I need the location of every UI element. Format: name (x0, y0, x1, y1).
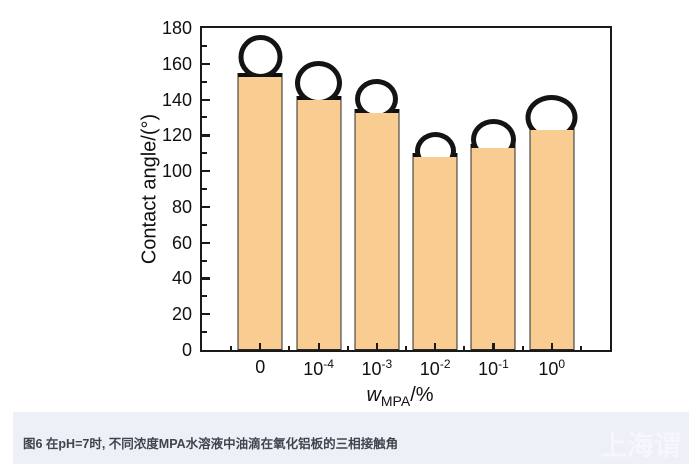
plot-area (200, 26, 612, 352)
x-tick-label: 0 (255, 357, 266, 377)
watermark-text: 上海谓 (600, 431, 681, 461)
y-minor-tick (202, 80, 207, 83)
y-tick-label: 180 (161, 18, 192, 38)
y-major-tick (202, 313, 210, 316)
y-major-tick (202, 241, 210, 244)
x-minor-tick (288, 346, 291, 350)
y-minor-tick (202, 152, 207, 155)
y-minor-tick (202, 44, 207, 47)
x-tick-label: 10-2 (419, 357, 451, 379)
y-major-tick (202, 98, 210, 101)
y-major-tick (202, 205, 210, 209)
bar-10-2 (412, 132, 458, 350)
oil-droplet-outline (355, 78, 399, 113)
y-axis-tick-labels: 0 20 40 60 80 100 120 140 160 180 (128, 0, 192, 464)
bar-100 (525, 95, 578, 350)
y-minor-tick (202, 331, 207, 334)
y-major-tick (202, 62, 210, 65)
bar-10-1 (470, 119, 516, 350)
figure-caption: 图6 在pH=7时, 不同浓度MPA水溶液中油滴在氧化铝板的三相接触角 (23, 437, 399, 451)
bar-10-3 (354, 78, 400, 350)
y-tick-label: 100 (161, 161, 192, 182)
x-tick-label: 100 (538, 357, 566, 379)
x-axis-label-subscript: MPA (380, 393, 411, 409)
y-minor-tick (202, 223, 207, 226)
y-minor-tick (202, 295, 207, 298)
x-axis-tick-labels: 0 10-4 10-3 10-2 10-1 100 (200, 357, 612, 383)
x-major-tick (375, 343, 379, 350)
oil-droplet-photo (238, 34, 283, 77)
x-tick-label: 10-3 (361, 357, 393, 379)
oil-droplet-photo (470, 119, 516, 149)
oil-droplet-outline (470, 119, 516, 149)
y-minor-tick (202, 116, 207, 119)
oil-droplet-photo (525, 95, 578, 131)
x-minor-tick (521, 346, 524, 350)
oil-droplet-outline (414, 132, 456, 158)
x-minor-tick (230, 346, 233, 350)
y-major-tick (202, 170, 210, 173)
bar-0 (237, 34, 283, 350)
x-tick-label: 10-1 (478, 357, 509, 379)
y-minor-tick (202, 259, 207, 262)
x-tick-label: 10-4 (303, 357, 334, 379)
x-axis-label-suffix: /% (410, 384, 434, 406)
bar-10-4 (295, 60, 343, 350)
y-tick-label: 160 (161, 53, 192, 74)
oil-droplet-outline (525, 95, 578, 131)
y-tick-label: 20 (171, 304, 192, 325)
oil-droplet-photo (414, 132, 456, 158)
x-axis-label: wMPA/% (366, 384, 433, 409)
x-axis-label-variable: w (366, 384, 381, 406)
x-minor-tick (405, 346, 407, 350)
x-major-tick (317, 343, 320, 350)
caption-band: 图6 在pH=7时, 不同浓度MPA水溶液中油滴在氧化铝板的三相接触角 上海谓 (13, 412, 689, 464)
y-major-tick (202, 134, 210, 137)
oil-droplet-outline (238, 34, 283, 77)
x-minor-tick (579, 346, 582, 350)
x-major-tick (434, 343, 437, 350)
oil-droplet-photo (355, 78, 399, 113)
y-tick-label: 0 (181, 340, 192, 360)
x-minor-tick (463, 346, 466, 350)
y-minor-tick (202, 188, 207, 190)
x-major-tick (550, 343, 553, 350)
y-tick-label: 80 (171, 196, 192, 217)
oil-droplet-photo (295, 60, 343, 100)
oil-droplet-outline (295, 60, 343, 100)
y-tick-label: 60 (171, 232, 192, 253)
x-major-tick (492, 343, 495, 350)
y-major-tick (202, 277, 210, 280)
y-tick-label: 140 (161, 89, 192, 110)
x-major-tick (259, 343, 262, 350)
y-tick-label: 40 (171, 268, 192, 289)
x-minor-tick (346, 346, 349, 350)
y-tick-label: 120 (161, 125, 192, 146)
